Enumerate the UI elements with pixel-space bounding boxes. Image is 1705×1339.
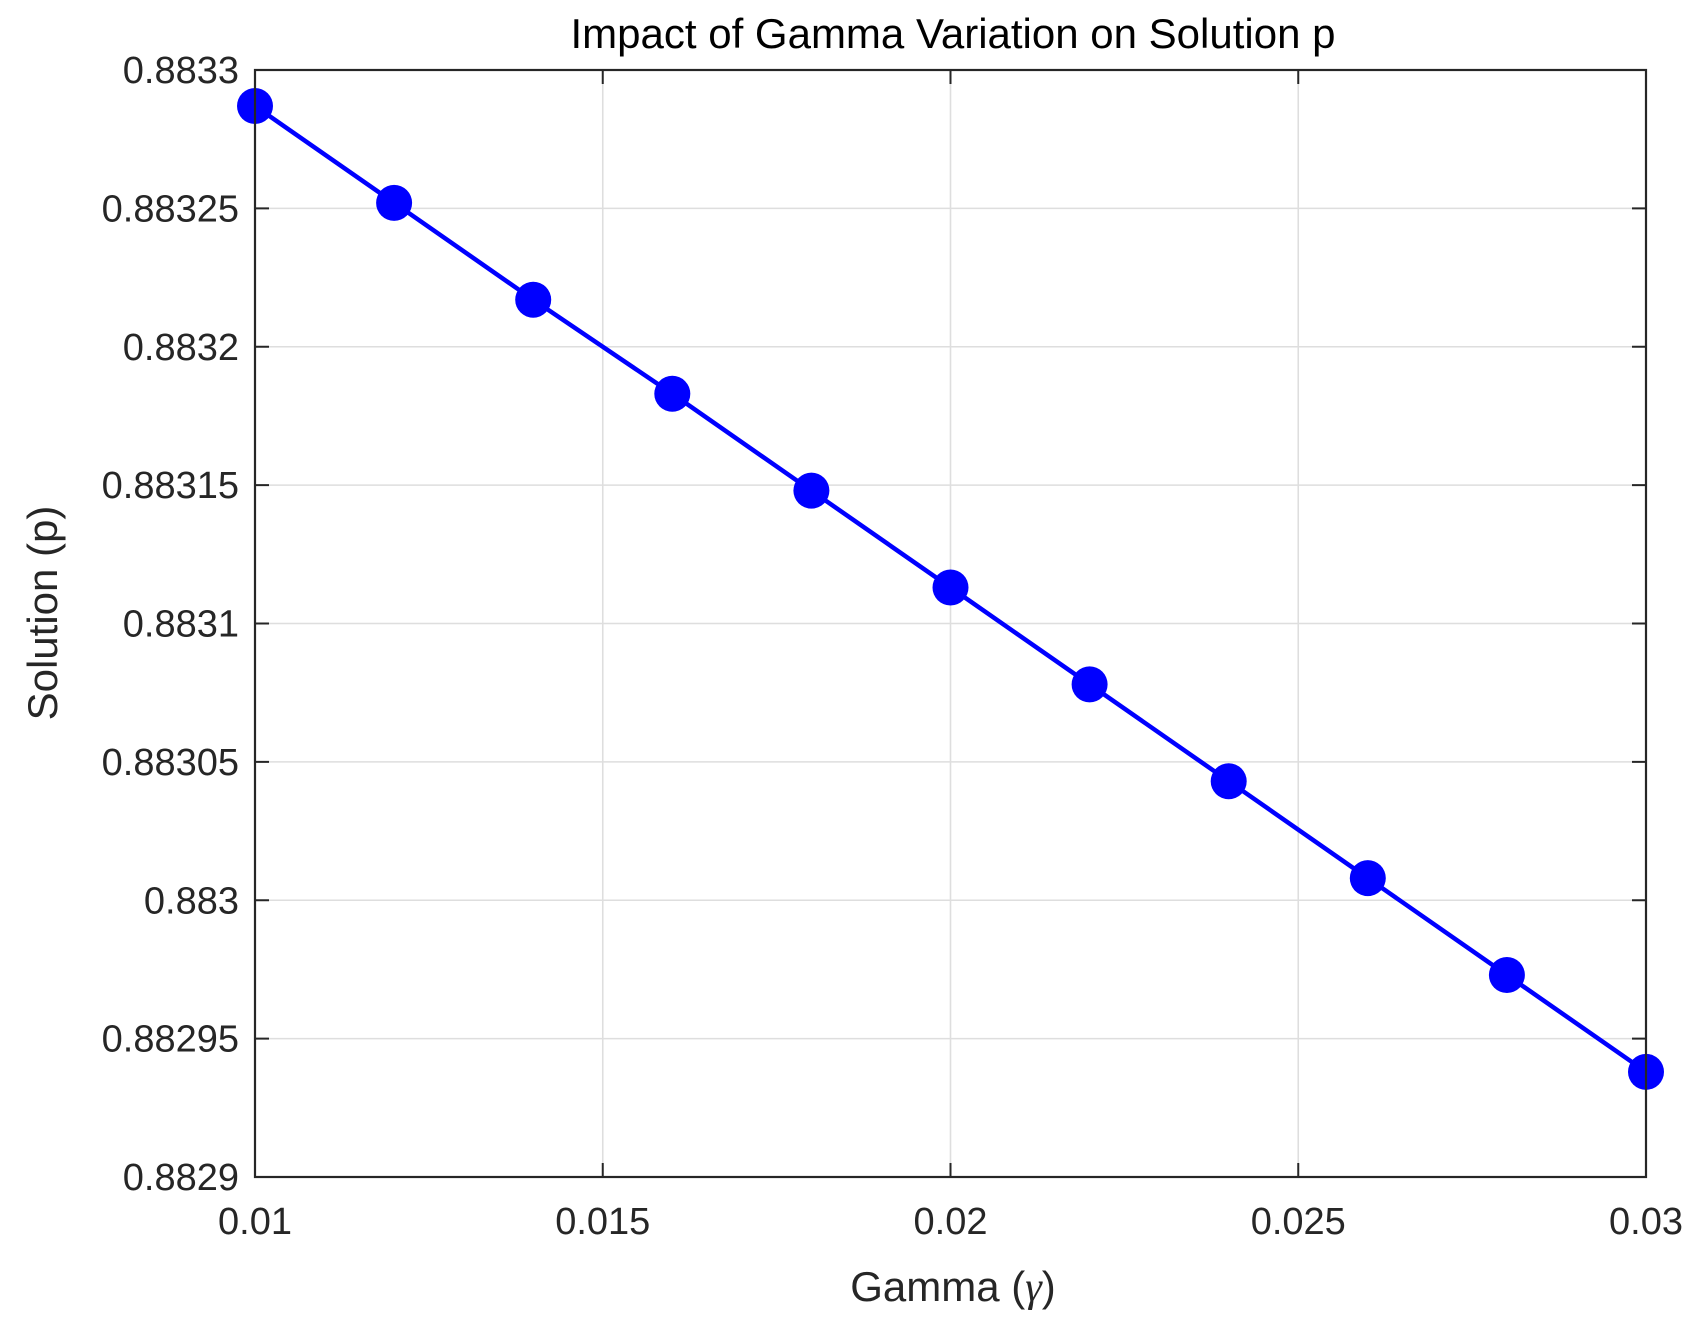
grid [255,70,1646,1177]
y-tick-label: 0.8832 [123,327,239,369]
data-series [237,87,1664,1090]
y-tick-label: 0.88305 [102,742,239,784]
y-tick-label: 0.8831 [123,604,239,646]
y-tick-label: 0.8829 [123,1157,239,1199]
x-tick-label: 0.025 [1251,1201,1346,1243]
y-tick-label: 0.88325 [102,188,239,230]
y-tick-label: 0.88315 [102,465,239,507]
data-point [515,281,552,318]
x-axis-label: Gamma (γ) [850,1263,1056,1311]
y-tick-label: 0.883 [144,880,239,922]
x-tick-label: 0.015 [555,1201,650,1243]
data-point [793,472,830,509]
y-tick-label: 0.88295 [102,1019,239,1061]
x-tick-label: 0.01 [218,1201,292,1243]
y-tick-label: 0.8833 [123,50,239,92]
x-tick-label: 0.02 [914,1201,988,1243]
x-tick-label: 0.03 [1609,1201,1683,1243]
data-point [654,375,691,412]
data-point [932,569,969,606]
data-point [376,184,413,221]
axis-ticks: 0.01 0.015 0.02 0.025 0.03 0.8829 0.88295 0.883… [102,50,1683,1243]
plot-frame [253,68,1648,1179]
chart-title: Impact of Gamma Variation on Solution p [571,10,1336,57]
data-point [1071,666,1108,703]
data-point [1210,763,1247,800]
data-point [1349,860,1386,897]
data-point [1488,956,1525,993]
y-axis-label: Solution (p) [19,506,66,721]
